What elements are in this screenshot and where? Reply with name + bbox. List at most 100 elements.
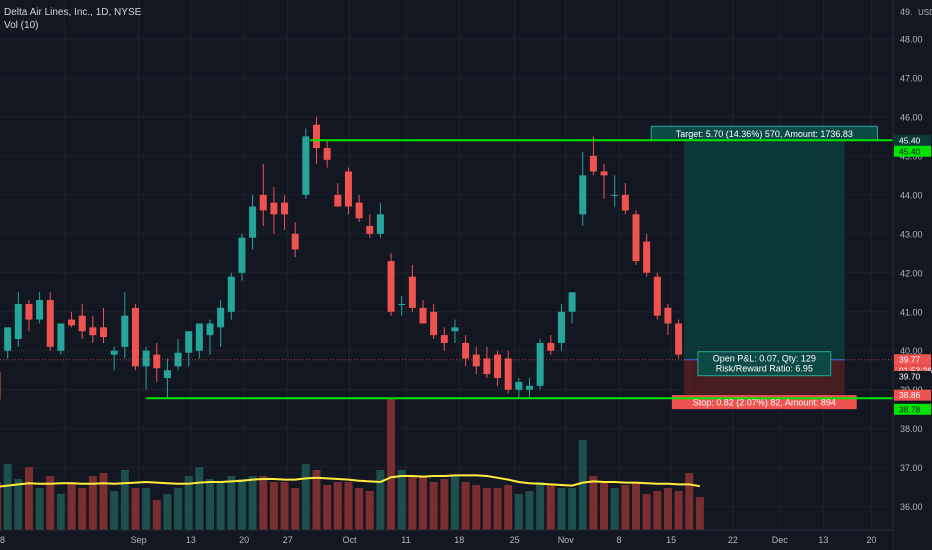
time-tick-label: 8: [0, 535, 5, 545]
price-tick-label: 47.00: [900, 73, 923, 83]
price-axis[interactable]: 36.0037.0038.0039.0040.0041.0042.0043.00…: [892, 0, 932, 550]
candle-body: [376, 214, 384, 234]
candle: [153, 342, 161, 382]
price-tick-label: 40.00: [900, 346, 923, 356]
candle: [430, 303, 438, 340]
price-tag-bg: [894, 389, 931, 401]
candle: [78, 303, 86, 340]
candle-body: [323, 148, 331, 160]
symbol-info[interactable]: Delta Air Lines, Inc., 1D, NYSE: [4, 7, 142, 18]
volume-bar: [610, 488, 619, 530]
volume-bar: [365, 491, 374, 530]
candle: [227, 272, 235, 320]
volume-bar: [120, 470, 129, 530]
candle-body: [110, 350, 118, 355]
time-tick-label: 22: [728, 535, 738, 545]
volume-bar: [387, 398, 396, 530]
candle: [238, 233, 246, 281]
price-tag: 45.40: [894, 134, 931, 146]
candle-body: [163, 370, 171, 379]
volume-bar: [355, 488, 364, 530]
candle: [334, 183, 342, 207]
volume-bar: [0, 482, 1, 530]
candle-body: [483, 358, 491, 375]
volume-bar: [419, 476, 427, 530]
candle-body: [334, 194, 342, 207]
candle-body: [142, 350, 150, 367]
volume-bar: [24, 467, 33, 530]
candle-body: [632, 214, 640, 262]
candle-body: [78, 315, 86, 332]
price-tag-bg: [894, 354, 931, 366]
candle: [0, 372, 1, 400]
price-tag-bg: [894, 365, 931, 377]
candle-body: [664, 307, 672, 324]
price-tick-label: 38.00: [900, 424, 923, 434]
candle-body: [504, 358, 512, 390]
currency-label: USD: [918, 8, 932, 17]
volume-bar: [514, 494, 523, 530]
candle-body: [259, 194, 267, 211]
time-axis[interactable]: 8 Sep 13 20 27 Oct 11 18 25 Nov 8 15 22 Dec 13 20: [0, 529, 893, 550]
candle: [376, 202, 384, 238]
candle-body: [36, 300, 44, 320]
candle-body: [302, 136, 310, 195]
candle: [387, 253, 395, 316]
long-position-tool[interactable]: Target: 5.70 (14.36%) 570, Amount: 1736.…: [0, 125, 893, 410]
price-tag: 45.40: [894, 145, 931, 157]
candle-body: [131, 307, 139, 367]
candle-body: [643, 241, 651, 273]
volume-bar: [461, 482, 470, 530]
candle-body: [547, 342, 555, 351]
candle: [110, 346, 118, 371]
candle-body: [68, 319, 76, 326]
volume-bar: [695, 497, 704, 530]
pnl-label-text: Open P&L: 0.07, Qty: 129: [713, 354, 816, 364]
candle-body: [25, 303, 33, 320]
candle: [579, 151, 587, 227]
price-tag-bg: [894, 370, 931, 382]
candle: [440, 327, 448, 351]
volume-bar: [78, 488, 87, 530]
candle-body: [14, 303, 22, 340]
price-tick-label: 41.00: [900, 307, 923, 317]
grid-lines: [0, 0, 893, 530]
time-tick-label: 18: [454, 535, 464, 545]
candle-body: [387, 261, 395, 312]
volume-bar: [174, 488, 183, 530]
volume-bar: [206, 479, 214, 530]
volume-indicator-label[interactable]: Vol (10): [4, 20, 39, 31]
price-axis-bg: [893, 0, 932, 550]
stop-label: Stop: 0.82 (2.07%) 82, Amount: 894: [671, 395, 857, 410]
candle: [36, 292, 44, 324]
candle-body: [494, 354, 502, 379]
volume-bar: [291, 488, 300, 530]
price-tag-bg: [894, 134, 931, 146]
stop-label-text: Stop: 0.82 (2.07%) 82, Amount: 894: [693, 398, 836, 408]
volume-bar: [546, 485, 555, 530]
volume-bar: [110, 491, 119, 530]
candle-body: [313, 124, 320, 149]
target-label-text: Target: 5.70 (14.36%) 570, Amount: 1736.…: [676, 129, 853, 139]
volume-bar: [685, 473, 694, 530]
time-tick-label: Sep: [131, 535, 147, 545]
volume-bar: [248, 476, 257, 530]
candle-body: [419, 307, 427, 324]
candle: [344, 167, 352, 215]
candle: [355, 194, 363, 223]
volume-bar: [557, 488, 566, 530]
candle: [504, 350, 512, 394]
time-tick-label: 8: [616, 535, 621, 545]
candle: [526, 378, 533, 398]
volume-bar: [152, 500, 161, 530]
candle-body: [600, 171, 608, 176]
candle-body: [568, 292, 576, 312]
ratio-label-text: Risk/Reward Ratio: 6.95: [716, 364, 813, 374]
target-label: Target: 5.70 (14.36%) 570, Amount: 1736.…: [650, 125, 879, 141]
volume-bar: [35, 488, 44, 530]
volume-bar: [397, 470, 406, 530]
volume-bar: [578, 440, 587, 530]
horizontal-levels[interactable]: [146, 139, 893, 400]
candle-body: [0, 372, 1, 400]
